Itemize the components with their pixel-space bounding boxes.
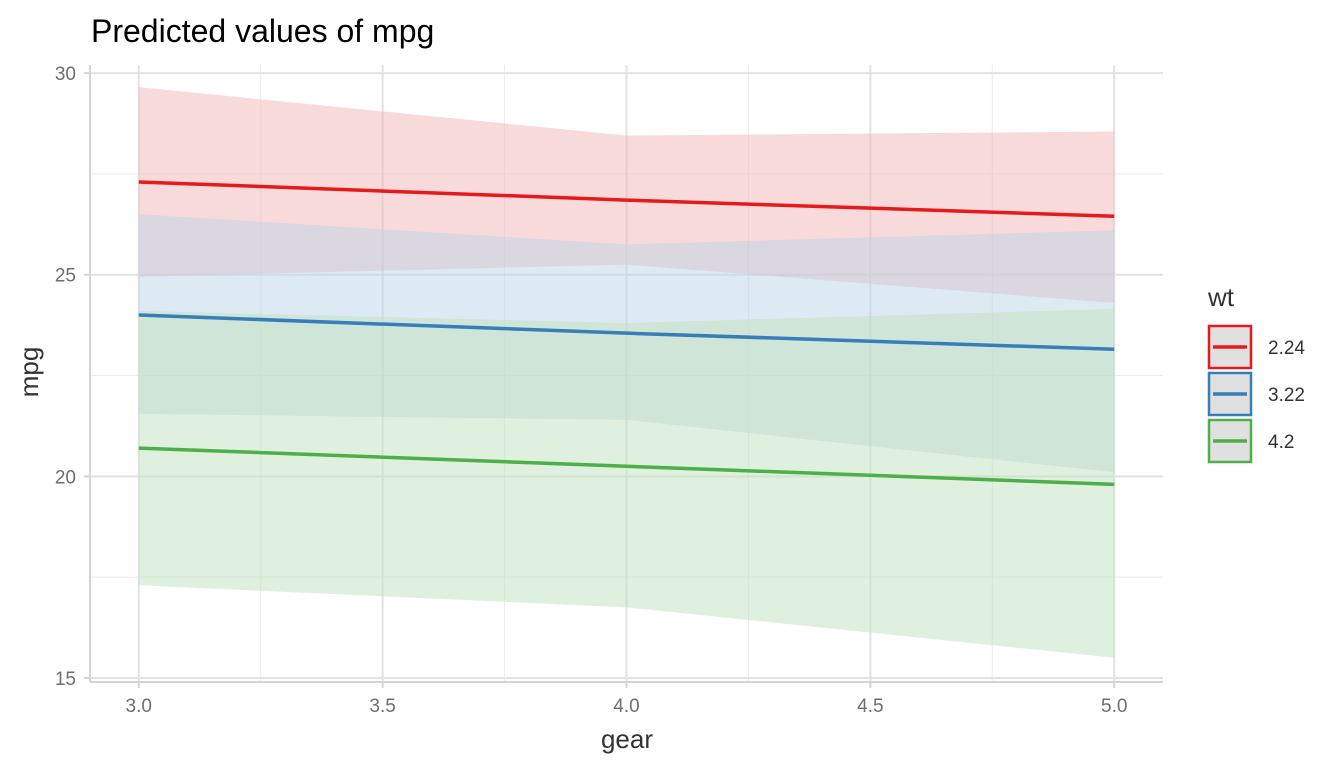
- legend-label: 4.2: [1268, 432, 1294, 453]
- x-tick-label: 4.5: [857, 696, 883, 717]
- axes: [84, 65, 1163, 688]
- legend-title: wt: [1207, 282, 1235, 312]
- legend-label: 2.24: [1268, 338, 1305, 359]
- legend-item-4.2: 4.2: [1207, 418, 1294, 464]
- line-3.22: [138, 313, 1115, 352]
- y-tick-label: 25: [55, 266, 76, 287]
- y-tick-label: 30: [55, 64, 76, 85]
- x-tick-label: 3.5: [369, 696, 395, 717]
- y-axis-title: mpg: [14, 347, 44, 398]
- x-tick-label: 5.0: [1101, 696, 1127, 717]
- y-tick-label: 15: [55, 669, 76, 690]
- line-2.24: [138, 180, 1115, 218]
- chart-title: Predicted values of mpg: [91, 13, 434, 49]
- y-tick-label: 20: [55, 467, 76, 488]
- x-axis-title: gear: [601, 724, 653, 754]
- legend: wt 2.24 3.22 4.2: [1207, 282, 1305, 464]
- legend-item-2.24: 2.24: [1207, 324, 1305, 370]
- y-tick-labels: 15 20 25 30: [55, 64, 76, 690]
- x-tick-labels: 3.0 3.5 4.0 4.5 5.0: [126, 696, 1128, 717]
- x-tick-label: 4.0: [613, 696, 639, 717]
- legend-label: 3.22: [1268, 385, 1305, 406]
- line-4.2: [138, 446, 1115, 487]
- confidence-ribbons: [138, 87, 1115, 658]
- ribbon-4.2: [138, 308, 1115, 658]
- legend-items: 2.24 3.22 4.2: [1207, 324, 1305, 464]
- legend-item-3.22: 3.22: [1207, 371, 1305, 417]
- series-lines: [138, 180, 1115, 487]
- x-tick-label: 3.0: [126, 696, 152, 717]
